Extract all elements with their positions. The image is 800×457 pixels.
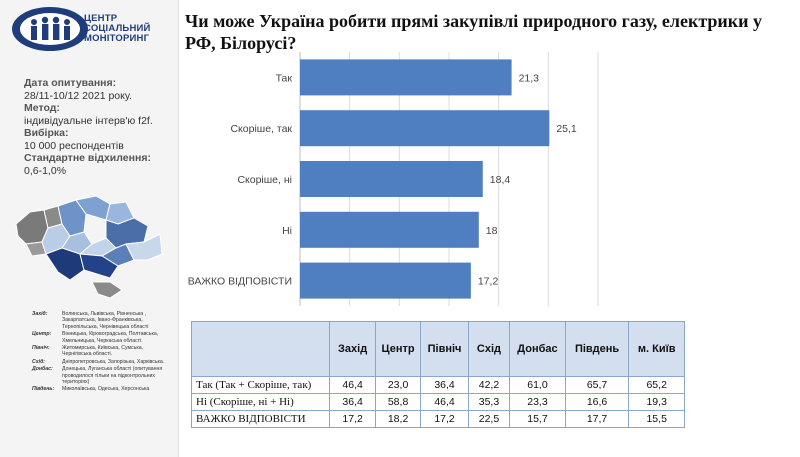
category-label: ВАЖКО ВІДПОВІСТИ — [188, 276, 292, 288]
table-header-cell: Південь — [564, 321, 630, 377]
table-header-cell: Донбас — [509, 321, 566, 377]
bar-chart: Так 21,3 Скоріше, так 25,1 Скоріше, ні 18,4 Ні… — [188, 52, 599, 306]
legend-row: Донбас: Донецька, Луганська області (опит… — [32, 366, 163, 386]
table-cell: 46,4 — [420, 393, 469, 411]
survey-sample-value: 10 000 респондентів — [24, 139, 124, 152]
legend-row: Схід: Дніпропетровська, Запорізька, Харкі… — [32, 358, 165, 365]
table-cell: 19,3 — [628, 393, 685, 411]
data-label: 18 — [486, 225, 498, 237]
table-row: Так (Так + Скоріше, так) 46,4 23,0 36,4 … — [190, 376, 685, 394]
bar — [300, 211, 479, 248]
info-sidebar: ЦЕНТР СОЦІАЛЬНИЙ МОНІТОРИНГ Дата опитува… — [0, 0, 179, 457]
table-row: Ні (Скоріше, ні + Ні) 36,4 58,8 46,4 35,… — [190, 393, 685, 411]
category-label: Так — [276, 72, 293, 84]
table-cell: 35,3 — [467, 393, 511, 411]
survey-method-value: індивідуальне інтерв'ю f2f. — [24, 114, 153, 127]
survey-date-value: 28/11-10/12 2021 року. — [24, 89, 132, 102]
survey-method-label: Метод: — [24, 102, 60, 114]
legend-row: Південь: Миколаївська, Одеська, Херсонськ… — [32, 386, 150, 393]
logo-line-1: ЦЕНТР — [84, 13, 118, 24]
table-cell: 23,3 — [509, 393, 566, 411]
logo — [12, 7, 88, 51]
table-row-label: Так (Так + Скоріше, так) — [190, 376, 331, 394]
table-header-cell: Центр — [374, 321, 422, 377]
table-cell: 46,4 — [329, 376, 376, 394]
table-header-row: Захід Центр Північ Схід Донбас Південь м… — [190, 321, 685, 377]
table-cell: 17,2 — [329, 410, 376, 428]
table-header-cell: м. Київ — [628, 321, 685, 377]
table-cell: 17,7 — [564, 410, 630, 428]
survey-sample-label: Вибірка: — [24, 127, 69, 139]
table-cell: 17,2 — [420, 410, 469, 428]
category-label: Скоріше, так — [230, 123, 292, 135]
legend-row: Центр: Вінницька, Кіровоградська, Полтавс… — [32, 331, 159, 344]
table-cell: 36,4 — [329, 393, 376, 411]
table-cell: 18,2 — [374, 410, 422, 428]
table-header-cell: Північ — [420, 321, 469, 377]
logo-line-2: СОЦІАЛЬНИЙ — [84, 23, 151, 34]
table-row-label: Ні (Скоріше, ні + Ні) — [190, 393, 331, 411]
survey-date-label: Дата опитування: — [24, 77, 117, 89]
regional-table: Захід Центр Північ Схід Донбас Південь м… — [190, 321, 685, 428]
logo-line-3: МОНІТОРИНГ — [84, 33, 150, 44]
legend-row: Захід: Волинська, Львівська, Рівненська ,… — [32, 311, 149, 330]
table-row-label: ВАЖКО ВІДПОВІСТИ — [190, 410, 331, 428]
chart-title: Чи може Україна робити прямі закупівлі п… — [185, 11, 763, 53]
category-label: Скоріше, ні — [237, 174, 292, 186]
data-label: 17,2 — [478, 276, 499, 288]
table-cell: 23,0 — [374, 376, 422, 394]
table-cell: 42,2 — [467, 376, 511, 394]
legend-row: Північ: Житомирська, Київська, Сумська, Ч… — [32, 345, 144, 358]
table-cell: 16,6 — [564, 393, 630, 411]
category-label: Ні — [282, 225, 292, 237]
data-label: 25,1 — [556, 123, 577, 135]
table-cell: 65,7 — [564, 376, 630, 394]
bar — [300, 161, 483, 197]
table-cell: 65,2 — [628, 376, 685, 394]
data-label: 18,4 — [490, 174, 511, 186]
table-row: ВАЖКО ВІДПОВІСТИ 17,2 18,2 17,2 22,5 15,… — [190, 410, 685, 428]
table-cell: 36,4 — [420, 376, 469, 394]
table-header-cell — [190, 321, 331, 377]
table-cell: 15,5 — [628, 410, 685, 428]
table-header-cell: Схід — [467, 321, 511, 377]
logo-text: ЦЕНТР СОЦІАЛЬНИЙ МОНІТОРИНГ — [84, 14, 168, 44]
survey-stddev-label: Стандартне відхилення: — [24, 152, 151, 164]
bar — [300, 262, 471, 299]
data-label: 21,3 — [519, 72, 540, 84]
table-cell: 61,0 — [509, 376, 566, 394]
bar — [300, 59, 512, 96]
table-header-cell: Захід — [329, 321, 376, 377]
survey-stddev-value: 0,6-1,0% — [24, 164, 67, 177]
regions-legend: Захід: Волинська, Львівська, Рівненська ,… — [32, 311, 174, 394]
table-cell: 15,7 — [509, 410, 566, 428]
survey-meta: Дата опитування: 28/11-10/12 2021 року. … — [24, 77, 174, 177]
table-cell: 58,8 — [374, 393, 422, 411]
ukraine-regions-map — [15, 195, 163, 299]
bar — [300, 110, 550, 147]
table-cell: 22,5 — [467, 410, 511, 428]
